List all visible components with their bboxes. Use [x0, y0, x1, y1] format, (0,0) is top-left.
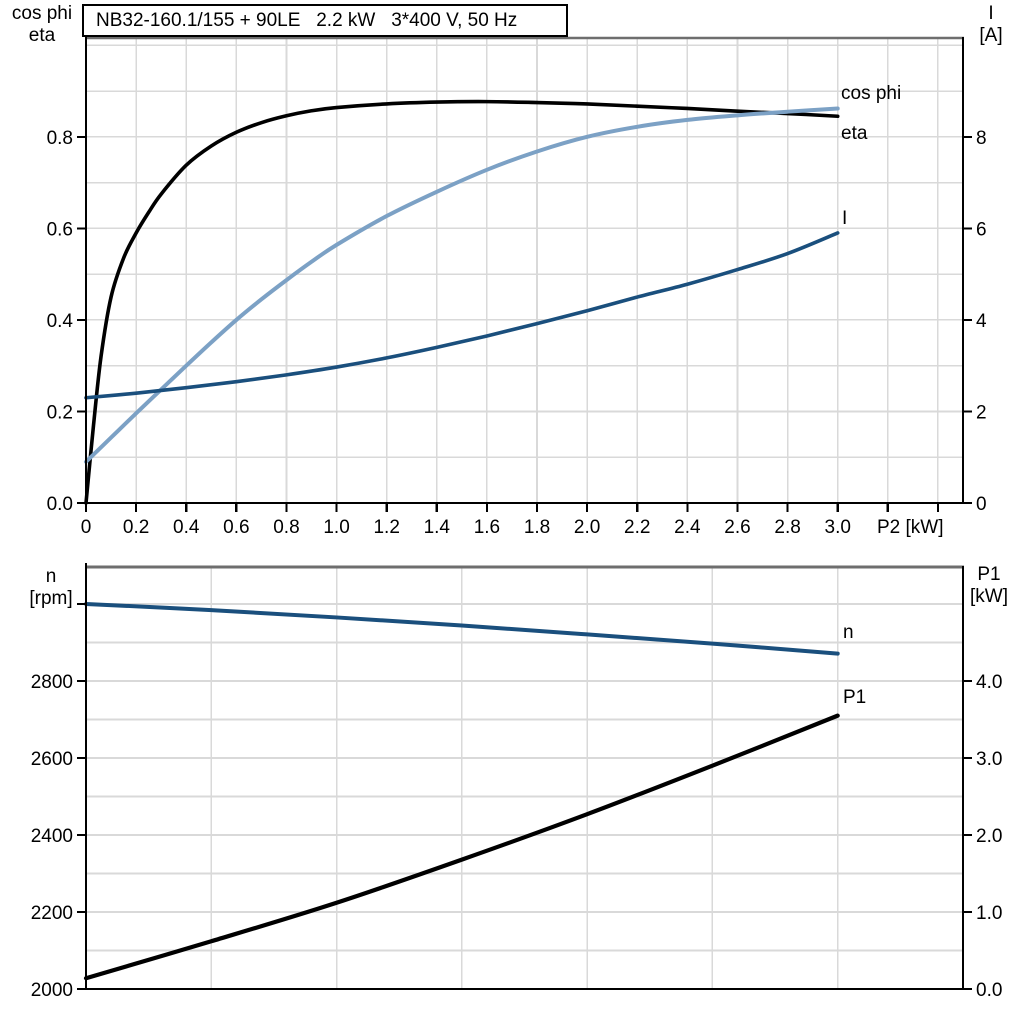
- top-chart-canvas: 0.0 0.2 0.4 0.6 0.8 0 2 4 6 8 0 0.2 0.4 0.6 0.8 1.0 1.2 1…: [47, 34, 987, 538]
- curve-label-n: n: [843, 622, 854, 643]
- x-tick-label: 1.8: [524, 517, 550, 538]
- curve-I: [84, 231, 840, 400]
- bottom-right-axis-title: P1 [kW]: [960, 564, 1018, 608]
- right-tick-label: 8: [976, 128, 987, 149]
- curve-n: [84, 601, 840, 656]
- curve-P1: [83, 713, 840, 981]
- chart-title: NB32-160.1/155 + 90LE 2.2 kW 3*400 V, 50…: [96, 9, 518, 31]
- left-tick-label: 2200: [31, 903, 73, 924]
- right-axis-title-line2: [A]: [979, 25, 1003, 46]
- top-right-axis-title: I [A]: [966, 3, 1016, 47]
- right-tick-label: 4: [976, 311, 987, 332]
- left-tick-label: 0.4: [47, 311, 74, 332]
- curve-eta: [84, 99, 840, 505]
- chart-title-box: NB32-160.1/155 + 90LE 2.2 kW 3*400 V, 50…: [82, 4, 568, 37]
- x-axis-label: P2 [kW]: [877, 517, 944, 538]
- left-tick-label: 2800: [31, 672, 73, 693]
- tick-labels: 2000 2200 2400 2600 2800 0.0 1.0 2.0 3.0 4.0: [31, 672, 1003, 1001]
- axes: [84, 34, 965, 505]
- left-tick-label: 0.2: [47, 402, 73, 423]
- x-tick-label: 2.6: [724, 517, 750, 538]
- top-left-axis-title: cos phi eta: [4, 3, 80, 47]
- curve-label-I: I: [842, 208, 847, 229]
- right-tick-label: 1.0: [976, 903, 1002, 924]
- x-tick-label: 2.4: [674, 517, 701, 538]
- right-tick-label: 0.0: [976, 980, 1002, 1001]
- x-tick-label: 2.2: [624, 517, 650, 538]
- right-tick-label: 3.0: [976, 749, 1002, 770]
- left-tick-label: 0.6: [47, 219, 73, 240]
- curve-label-cos-phi: cos phi: [841, 83, 901, 104]
- x-tick-label: 2.8: [774, 517, 800, 538]
- grid: [86, 567, 963, 989]
- x-tick-label: 0: [81, 517, 92, 538]
- x-tick-label: 0.8: [273, 517, 299, 538]
- right-tick-label: 2: [976, 402, 987, 423]
- right-axis-title-line1: I: [988, 3, 994, 24]
- p1-axis-title-line2: [kW]: [970, 586, 1008, 607]
- x-tick-label: 1.0: [323, 517, 349, 538]
- ticks: [77, 135, 972, 512]
- curve-label-P1: P1: [843, 687, 866, 708]
- right-tick-label: 0: [976, 494, 987, 515]
- x-tick-label: 1.4: [424, 517, 451, 538]
- x-tick-label: 1.6: [474, 517, 500, 538]
- left-tick-label: 2000: [31, 980, 73, 1001]
- rpm-axis-title-line2: [rpm]: [29, 588, 73, 609]
- left-tick-label: 2400: [31, 826, 73, 847]
- left-axis-title-line1: cos phi: [11, 3, 73, 24]
- x-tick-label: 3.0: [825, 517, 851, 538]
- left-axis-title-line2: eta: [28, 25, 56, 46]
- left-tick-label: 0.0: [47, 494, 73, 515]
- bottom-left-axis-title: n [rpm]: [20, 566, 82, 610]
- left-tick-label: 2600: [31, 749, 73, 770]
- tick-labels: 0.0 0.2 0.4 0.6 0.8 0 2 4 6 8 0 0.2 0.4 0.6 0.8 1.0 1.2 1…: [47, 128, 987, 538]
- axes: [84, 563, 965, 991]
- ticks: [77, 602, 972, 991]
- p1-axis-title-line1: P1: [977, 564, 1001, 585]
- right-tick-label: 6: [976, 219, 987, 240]
- x-tick-label: 0.6: [223, 517, 249, 538]
- x-tick-label: 0.4: [173, 517, 200, 538]
- curve-label-eta: eta: [841, 123, 868, 144]
- x-tick-label: 0.2: [123, 517, 149, 538]
- x-tick-label: 1.2: [373, 517, 399, 538]
- curves: [83, 601, 840, 981]
- right-tick-label: 2.0: [976, 826, 1002, 847]
- rpm-axis-title-line1: n: [45, 566, 57, 587]
- left-tick-label: 0.8: [47, 128, 73, 149]
- x-tick-label: 2.0: [574, 517, 600, 538]
- right-tick-label: 4.0: [976, 672, 1002, 693]
- curve-cos-phi: [84, 106, 840, 464]
- curves: [84, 99, 840, 505]
- bottom-chart-canvas: 2000 2200 2400 2600 2800 0.0 1.0 2.0 3.0 4.0 n P1: [31, 563, 1003, 1001]
